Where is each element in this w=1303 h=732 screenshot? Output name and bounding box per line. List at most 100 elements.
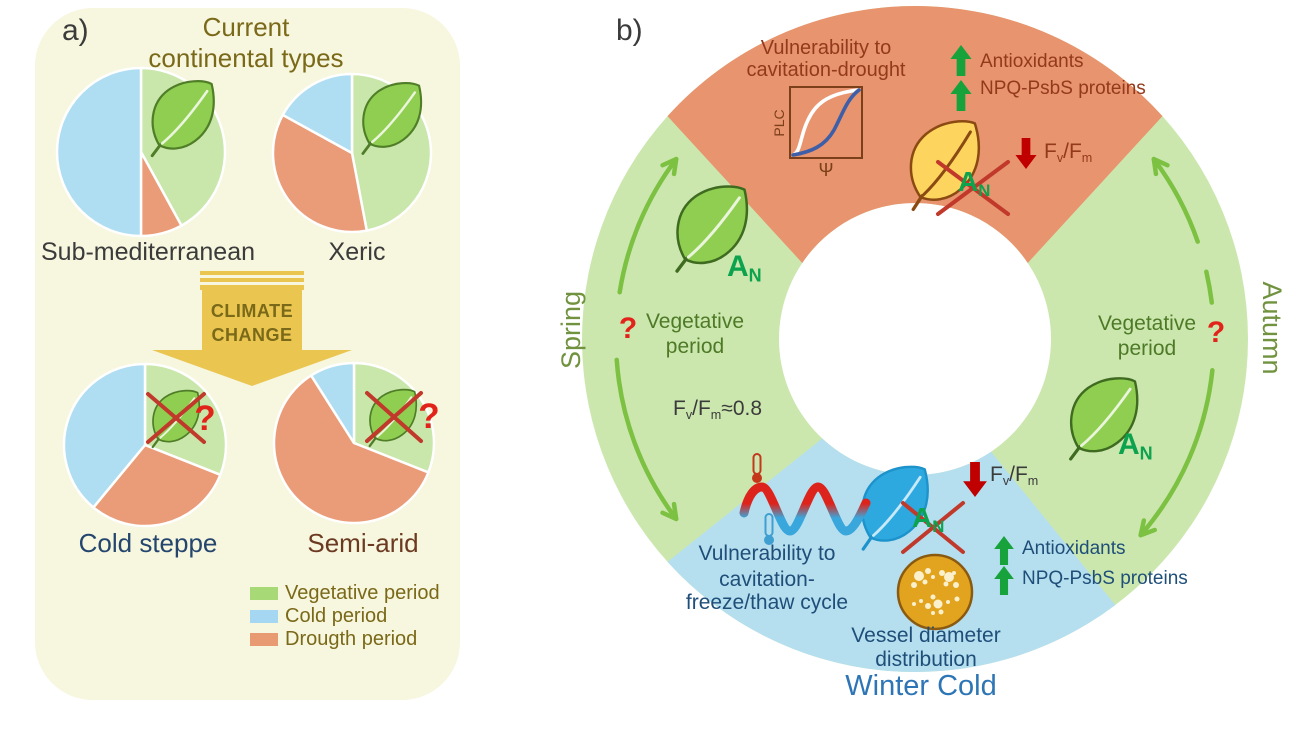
pie-label-cold-steppe: Cold steppe [78,528,218,558]
vessel-dot [919,599,923,603]
vulnerability-plot-box [789,86,863,159]
leaf-blade [861,465,929,542]
sub-mediterranean-leaf-icon [150,80,215,158]
leaf-stem [151,437,161,449]
spring-arrowhead-down [660,501,679,522]
panel-b-label: b) [616,14,643,47]
legend-label-vegetative: Vegetative period [285,582,440,604]
leaf-stem [911,194,924,212]
legend-swatch-cold [250,610,278,623]
pie-slice-drought [271,113,369,234]
leaf-stem [368,436,378,448]
leaf-stem [675,256,689,273]
leaf-blade [362,82,423,148]
question-mark-cold-steppe: ? [194,399,216,438]
winter-vulnerability-line3: freeze/thaw cycle [685,591,849,614]
pie-slice-drought [92,443,222,528]
pie-slice-drought [272,374,430,525]
vessel-dot [912,602,916,606]
autumn-arrowhead-up [1151,156,1170,177]
leaf-vein [376,396,413,438]
winter-an-label: AN [912,502,945,537]
summer-npq-label: NPQ-PsbS proteins [980,78,1146,99]
vessel-dot [925,603,931,609]
xeric-leaf-icon [361,82,423,155]
legend-label-drought: Drougth period [285,628,418,650]
autumn-leaf-icon [1069,377,1139,461]
climate-arrow-bar [200,278,304,282]
pie-slice-cold [309,361,356,445]
autumn-question-mark: ? [1206,316,1226,349]
cold-steppe-cross-icon [146,392,206,444]
vessel-dot [952,571,956,575]
spring-arrow-arc [614,357,679,522]
leaf-stem [861,534,874,551]
winter-antioxidants-label: Antioxidants [1022,538,1126,559]
summer-fvfm-label: Fv/Fm [1044,140,1093,165]
vessel-dot [938,609,944,615]
summer-fvfm-down-arrow-icon [1015,138,1037,169]
vessel-dot [931,575,935,579]
panel-a-title-line1: Current [202,12,290,42]
climate-arrow-bar [200,285,304,290]
vessel-diameter-icon [896,553,974,631]
vessel-dot [925,568,931,574]
spring-question-mark: ? [618,312,638,345]
legend-swatch-drought [250,633,278,646]
pie-chart-semi-arid [272,361,436,525]
spring-season-label: Spring [555,290,586,370]
pie-chart-cold-steppe [62,362,228,528]
leaf-blade [676,185,749,265]
panel-a-label: a) [62,14,89,47]
leaf-stem [1069,445,1082,461]
pie-slice-cold [62,362,147,509]
summer-antioxidants-label: Antioxidants [980,51,1084,72]
spring-fvfm-value: Fv/Fm≈0.8 [673,397,763,422]
winter-fvfm-down-arrow-icon [963,462,987,497]
vessel-dot [943,581,949,587]
autumn-an-label: AN [1118,428,1153,464]
summer-vulnerability-line2: cavitation-drought [746,59,906,81]
climate-change-line2: CHANGE [211,325,293,345]
pie-label-xeric: Xeric [328,238,386,266]
legend-label-cold: Cold period [285,605,388,627]
autumn-arrowhead-down [1138,518,1157,538]
winter-an-cross-icon [901,501,965,554]
legend-swatch-vegetative [250,587,278,600]
semi-arid-cross-icon [365,391,423,443]
pie-slice-cold [281,72,354,155]
ring-summer-segment [667,5,1163,263]
climate-change-arrow [152,288,352,386]
vulnerability-curve-white [791,88,860,157]
spring-leaf-icon [675,185,749,273]
autumn-arrow-arc [1151,156,1200,244]
leaf-vein [160,89,209,145]
hot-thermometer-icon-bulb [752,473,762,483]
vessel-dot [944,572,954,582]
vulnerability-curve-blue [791,88,861,157]
pie-label-semi-arid: Semi-arid [307,528,419,558]
question-mark-semi-arid: ? [418,397,440,436]
vessel-dot [911,582,917,588]
leaf-vein [872,475,922,537]
spring-an-label: AN [727,250,762,286]
winter-npq-label: NPQ-PsbS proteins [1022,568,1188,589]
summer-an-label: AN [958,166,991,201]
cold-thermometer-icon-bulb [764,535,774,545]
winter-vulnerability-line2: cavitation- [719,568,815,591]
leaf-vein [686,196,741,259]
winter-antioxidants-up-arrow-icon [994,536,1014,565]
summer-vulnerability-line1: Vulnerability to [760,37,892,59]
vessel-dot [914,571,924,581]
vessel-dot [933,599,943,609]
summer-antioxidants-up-arrow-icon [950,45,972,76]
ring-winter-segment [667,438,1116,672]
winter-vulnerability-line1: Vulnerability to [698,542,836,565]
autumn-vegetative-line1: Vegetative [1097,312,1197,335]
leaf-vein [370,91,417,144]
winter-blue-leaf-icon [861,465,929,551]
winter-npq-up-arrow-icon [994,566,1014,595]
autumn-vegetative-line2: period [1117,337,1177,360]
leaf-stem [150,142,163,158]
autumn-arrow-arc [1204,269,1215,305]
